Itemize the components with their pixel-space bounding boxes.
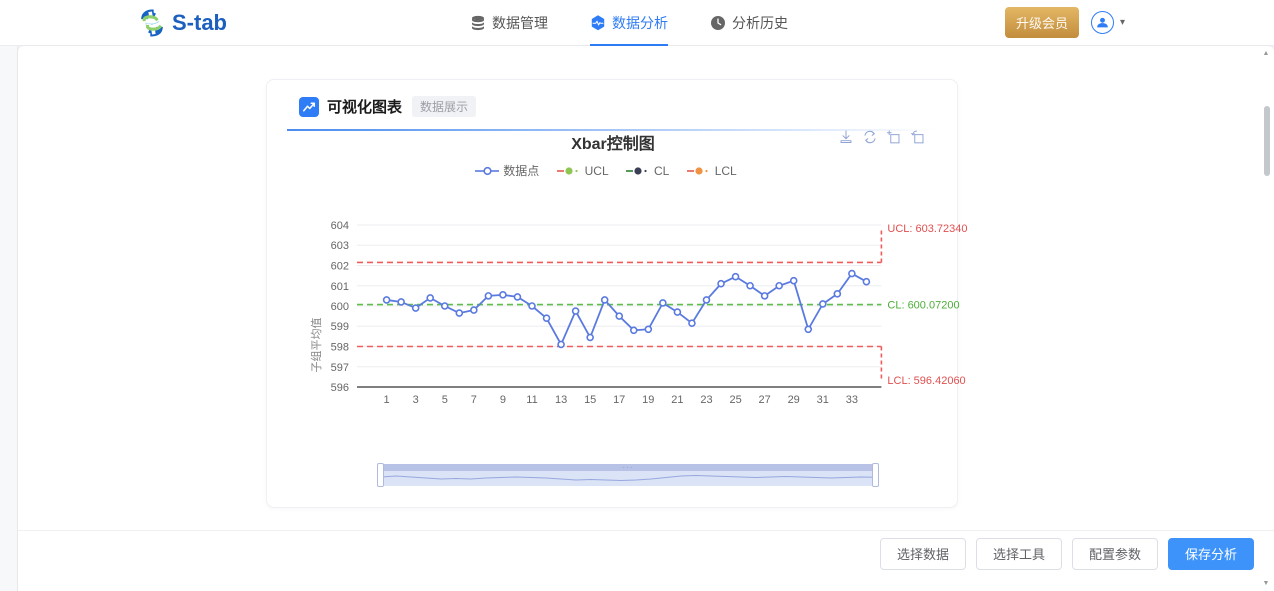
svg-text:603: 603: [331, 240, 349, 252]
svg-text:601: 601: [331, 281, 349, 293]
svg-text:596: 596: [331, 382, 349, 394]
svg-text:UCL: 603.72340: UCL: 603.72340: [887, 223, 967, 235]
svg-text:598: 598: [331, 342, 349, 354]
svg-text:597: 597: [331, 362, 349, 374]
svg-text:29: 29: [788, 394, 800, 406]
svg-text:27: 27: [758, 394, 770, 406]
svg-text:604: 604: [331, 220, 349, 232]
svg-text:15: 15: [584, 394, 596, 406]
svg-text:9: 9: [500, 394, 506, 406]
svg-text:602: 602: [331, 261, 349, 273]
svg-text:3: 3: [413, 394, 419, 406]
svg-text:5: 5: [442, 394, 448, 406]
svg-text:LCL: 596.42060: LCL: 596.42060: [887, 375, 965, 387]
svg-text:21: 21: [671, 394, 683, 406]
svg-text:CL: 600.07200: CL: 600.07200: [887, 300, 959, 312]
svg-text:13: 13: [555, 394, 567, 406]
svg-text:1: 1: [384, 394, 390, 406]
svg-text:31: 31: [817, 394, 829, 406]
svg-text:33: 33: [846, 394, 858, 406]
svg-text:11: 11: [526, 394, 537, 406]
svg-text:23: 23: [700, 394, 712, 406]
svg-text:17: 17: [613, 394, 625, 406]
svg-text:25: 25: [729, 394, 741, 406]
svg-text:子组平均值: 子组平均值: [309, 318, 323, 373]
svg-text:19: 19: [642, 394, 654, 406]
svg-text:600: 600: [331, 301, 349, 313]
svg-text:7: 7: [471, 394, 477, 406]
svg-text:599: 599: [331, 321, 349, 333]
